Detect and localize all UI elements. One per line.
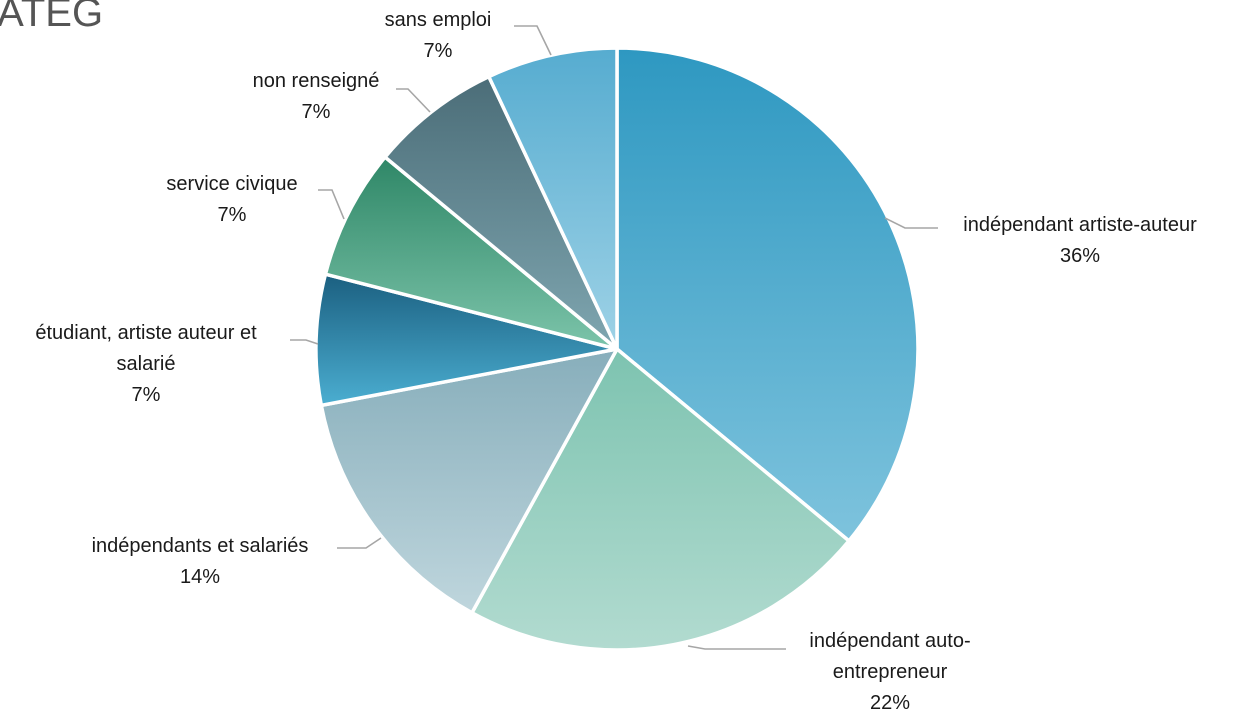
leader-line [318,189,345,220]
leader-line [884,217,938,229]
slice-label: indépendants et salariés [92,535,309,557]
leader-line [290,339,319,345]
slice-label: indépendant auto- [809,630,970,652]
slice-percent-label: 36% [1060,245,1100,267]
slices-layer [314,46,920,652]
leader-line [514,25,552,56]
slice-percent-label: 7% [424,40,453,62]
slice-percent-label: 14% [180,566,220,588]
pie-slice [323,155,619,351]
slice-label: étudiant, artiste auteur et [35,322,257,344]
slice-percent-label: 22% [870,692,910,711]
pie-slice [314,272,619,408]
slice-label: entrepreneur [833,661,948,683]
slice-percent-label: 7% [132,384,161,406]
slice-percent-label: 7% [218,204,247,226]
pie-slice [470,347,851,652]
pie-slice [319,347,619,615]
pie-slice [383,74,619,351]
leader-lines [290,25,938,650]
slice-label: service civique [166,173,297,195]
slice-percent-label: 7% [302,101,331,123]
slice-label: indépendant artiste-auteur [963,214,1197,236]
labels-layer: indépendant artiste-auteur 36% indépendant… [35,9,1197,711]
leader-line [396,88,431,113]
leader-line [337,537,382,549]
slice-label: non renseigné [253,70,380,92]
slice-label: salarié [117,353,176,375]
leader-line [687,645,786,650]
pie-slice [487,46,619,351]
chart-title-fragment: IATEG [0,0,103,35]
slice-label: sans emploi [385,9,492,31]
